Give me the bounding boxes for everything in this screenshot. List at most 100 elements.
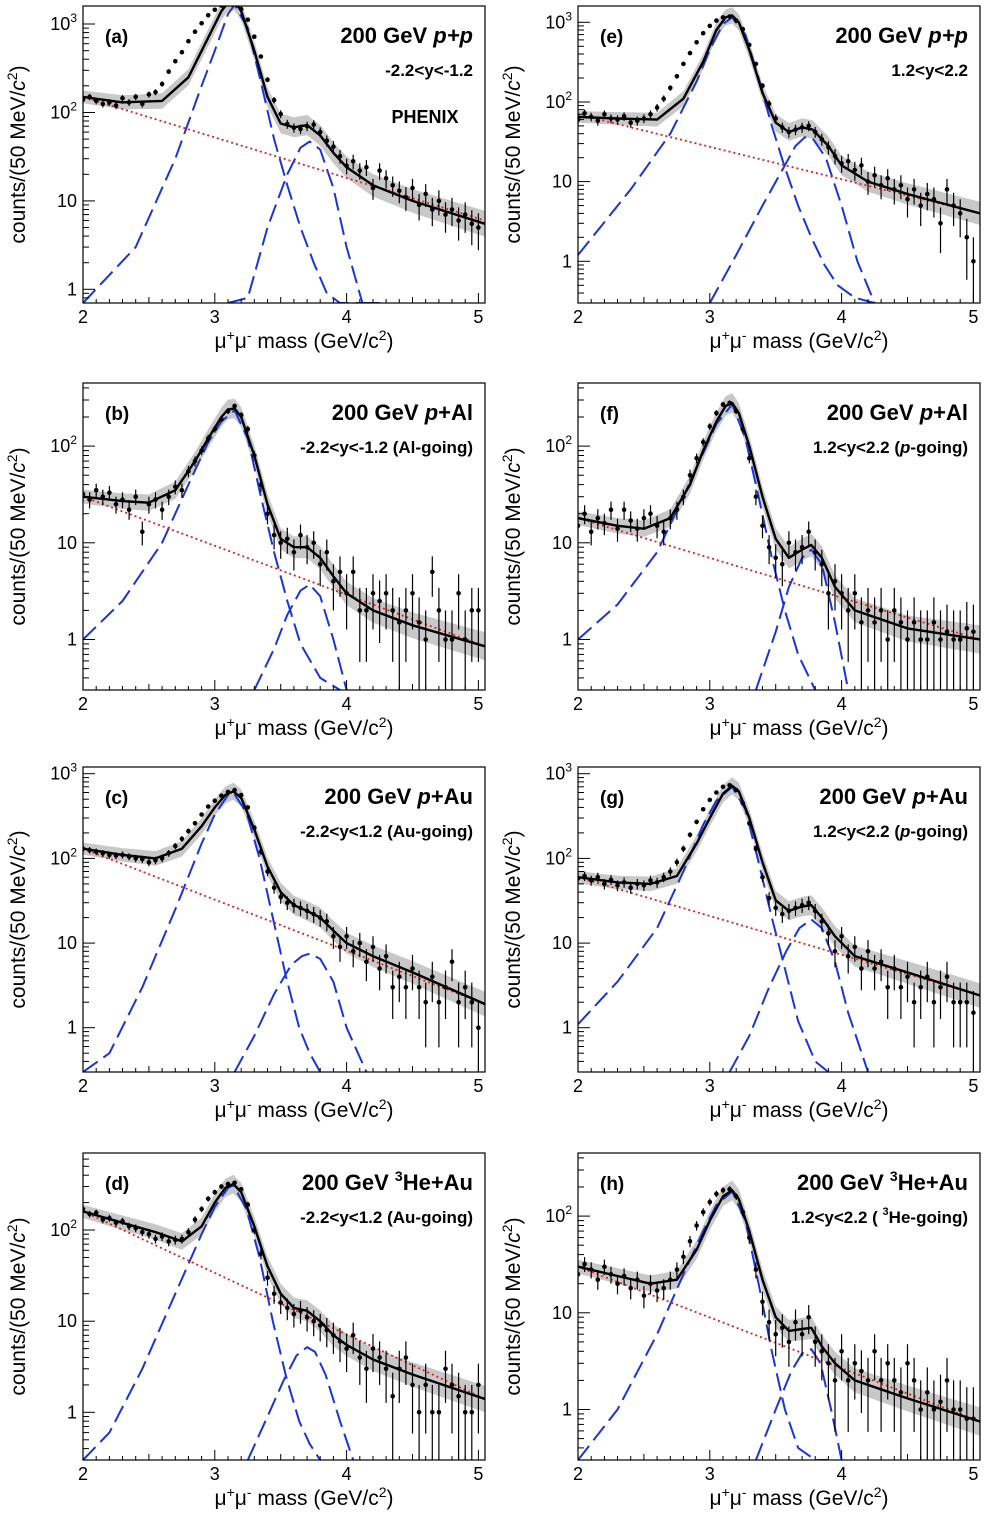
x-tick-label: 5 [473, 1464, 483, 1484]
panel-title: 200 GeV 3He+Au [797, 1168, 968, 1195]
data-point [311, 540, 317, 546]
data-point [449, 637, 455, 642]
series-psi-2s [728, 918, 869, 1072]
x-tick-label: 3 [210, 694, 220, 714]
data-point [845, 159, 851, 164]
y-tick-label: 103 [545, 761, 572, 784]
series-psi-2s [227, 140, 380, 303]
data-point [971, 629, 976, 635]
data-point [700, 807, 706, 812]
data-point [839, 934, 844, 939]
plot-content [578, 7, 980, 303]
data-point [925, 637, 930, 642]
y-tick-label: 10 [552, 933, 572, 953]
data-point [443, 212, 448, 217]
data-point [806, 1314, 811, 1320]
data-point [350, 569, 356, 575]
data-point [806, 900, 811, 905]
panel-g: 2 3 4 5 1 10 102 103 μ+μ- mass (GeV/c2) counts/(5… [499, 761, 981, 1122]
data-point [925, 1390, 930, 1395]
data-point [957, 999, 963, 1005]
series-background [83, 495, 485, 648]
data-point [971, 1010, 976, 1016]
y-tick-label: 102 [50, 99, 77, 122]
data-point [832, 1378, 838, 1383]
data-point [212, 798, 218, 803]
series-background [83, 847, 485, 1005]
data-point [720, 402, 726, 407]
data-point [595, 1277, 601, 1282]
panel-subtitle: -2.2<y<1.2 (Au-going) [300, 822, 473, 841]
data-point [944, 1378, 950, 1383]
data-point [859, 1368, 864, 1374]
data-point [681, 61, 686, 67]
data-point [707, 1199, 713, 1205]
y-tick-label: 103 [50, 11, 77, 34]
data-point [423, 637, 429, 642]
data-point [747, 455, 752, 461]
x-axis: 2 3 4 5 [573, 680, 978, 714]
x-axis: 2 3 4 5 [78, 1450, 483, 1484]
y-tick-label: 102 [50, 433, 77, 456]
data-point [865, 949, 871, 954]
data-point [588, 529, 594, 535]
series-psi-2s [253, 583, 348, 690]
plot-frame [577, 766, 981, 1073]
x-tick-label: 3 [705, 1464, 715, 1484]
series-fit-total [578, 401, 980, 641]
data-point [278, 540, 284, 546]
data-point [364, 608, 369, 613]
data-point [331, 579, 336, 584]
data-point [436, 198, 442, 204]
experiment-label: PHENIX [391, 107, 458, 127]
data-point [615, 526, 620, 531]
data-point [179, 49, 185, 55]
data-point [957, 1407, 963, 1412]
data-point [608, 507, 614, 512]
x-axis-label: μ+μ- mass (GeV/c2) [709, 327, 888, 353]
data-point [449, 207, 455, 212]
data-point [258, 54, 264, 59]
data-point [462, 1410, 468, 1415]
data-point [100, 101, 106, 107]
x-tick-label: 3 [210, 307, 220, 327]
plot-frame [82, 1152, 486, 1461]
data-point [852, 1361, 858, 1366]
series-fit-total [83, 1182, 485, 1401]
series-fit-total [83, 790, 485, 1006]
data-point [285, 900, 290, 905]
data-point [192, 820, 198, 826]
data-point [383, 1366, 389, 1372]
data-point [951, 999, 956, 1005]
series-fit-total [83, 6, 485, 225]
data-point [226, 1, 231, 6]
y-tick-label: 102 [545, 845, 572, 868]
plot-content [83, 1174, 485, 1460]
data-point [760, 874, 765, 880]
data-point [456, 999, 461, 1005]
panel-f: 2 3 4 5 1 10 102 μ+μ- mass (GeV/c2) counts/(50 M… [499, 382, 981, 740]
series-background [83, 96, 485, 222]
data-point [793, 1319, 798, 1325]
data-point [271, 885, 277, 890]
data-point [357, 168, 363, 173]
data-point [905, 637, 910, 642]
data-point [344, 934, 349, 939]
panel-title: 200 GeV p+Al [332, 400, 473, 425]
data-point [331, 144, 336, 149]
x-tick-label: 3 [705, 1076, 715, 1096]
x-axis-label: μ+μ- mass (GeV/c2) [709, 714, 888, 740]
x-tick-label: 5 [473, 694, 483, 714]
data-point [885, 637, 890, 642]
data-point [430, 1410, 435, 1415]
data-point [918, 637, 923, 642]
data-point [944, 629, 950, 635]
data-point [311, 1318, 317, 1324]
panel-d: 2 3 4 5 1 10 102 μ+μ- mass (GeV/c2) counts/(50 M… [4, 1152, 486, 1510]
data-point [687, 832, 693, 838]
data-point [687, 472, 693, 478]
plot-content [578, 1180, 980, 1460]
data-point [911, 1378, 917, 1383]
data-point [476, 1382, 481, 1388]
data-point [582, 511, 587, 516]
